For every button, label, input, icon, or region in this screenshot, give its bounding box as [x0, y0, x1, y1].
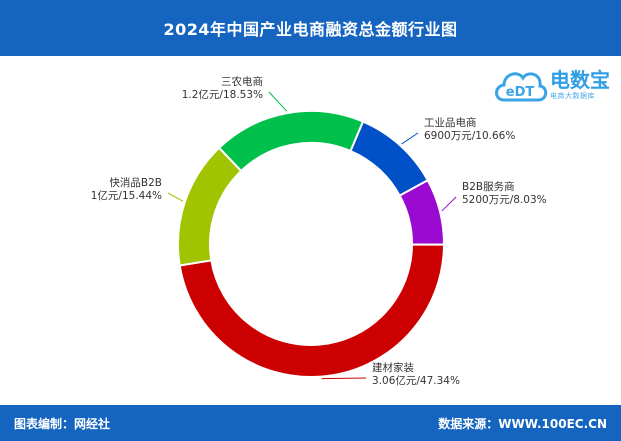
slice-name-label-1: B2B服务商 [462, 180, 515, 193]
slice-value-label-4: 1.2亿元/18.53% [182, 88, 263, 101]
leader-line-0 [401, 132, 419, 145]
leader-line-4 [268, 91, 288, 112]
slice-name-label-3: 快消品B2B [109, 176, 162, 189]
donut-slice-2 [178, 243, 446, 378]
slice-value-label-2: 3.06亿元/47.34% [372, 374, 460, 387]
slice-name-label-4: 三农电商 [221, 75, 263, 88]
logo-mark: eDT [506, 85, 535, 100]
slice-name-label-2: 建材家装 [372, 361, 414, 374]
logo-text: 电数宝 [550, 68, 610, 92]
logo-subtext: 电商大数据库 [550, 92, 595, 100]
chart-title: 2024年中国产业电商融资总金额行业图 [163, 20, 458, 39]
header-bar: 2024年中国产业电商融资总金额行业图 [0, 0, 621, 56]
label-leader-lines [167, 91, 457, 380]
slice-value-label-3: 1亿元/15.44% [91, 189, 162, 202]
donut-slice-3 [177, 146, 243, 267]
slice-value-label-0: 6900万元/10.66% [424, 130, 515, 142]
brand-logo: eDT 电数宝 电商大数据库 [492, 60, 612, 112]
donut-slice-0 [349, 120, 430, 197]
leader-line-2 [321, 377, 367, 380]
donut-slices [177, 110, 446, 378]
leader-line-3 [167, 192, 184, 202]
donut-slice-4 [217, 110, 365, 173]
footer-credit: 图表编制：网经社 [14, 417, 111, 431]
cloud-logo-icon: eDT [495, 72, 548, 102]
footer-bar: 图表编制：网经社 数据来源：WWW.100EC.CN [0, 405, 621, 441]
slice-value-label-1: 5200万元/8.03% [462, 194, 547, 206]
slice-name-label-0: 工业品电商 [424, 116, 477, 129]
footer-source: 数据来源：WWW.100EC.CN [438, 417, 607, 431]
leader-line-1 [441, 196, 457, 212]
